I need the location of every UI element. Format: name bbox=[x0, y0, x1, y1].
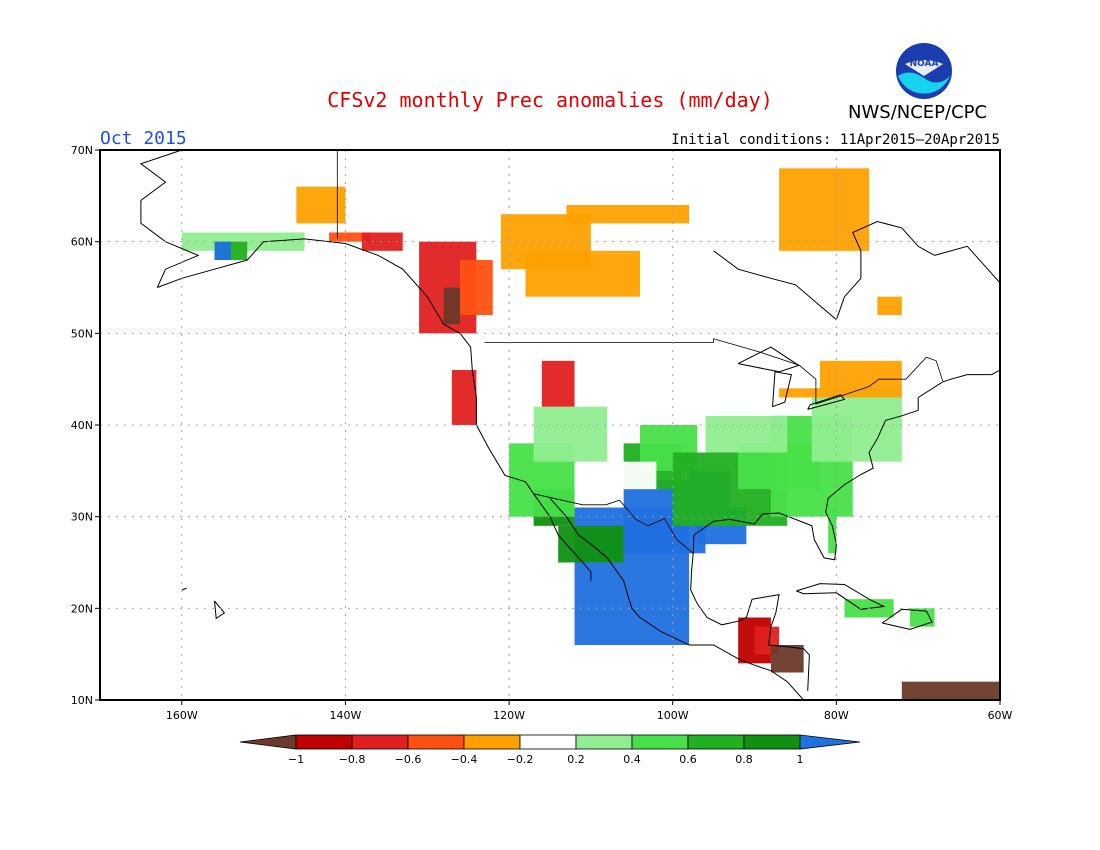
lat-label: 10N bbox=[71, 694, 93, 707]
lat-label: 60N bbox=[71, 236, 93, 249]
legend-swatch bbox=[575, 734, 633, 750]
legend-swatch bbox=[407, 734, 465, 750]
anomaly-cells bbox=[181, 168, 1000, 700]
legend-swatch bbox=[295, 734, 353, 750]
legend-arrow-low bbox=[239, 734, 297, 750]
legend-arrow-high bbox=[799, 734, 861, 750]
legend-tick-label: −0.6 bbox=[395, 753, 422, 766]
lon-label: 160W bbox=[166, 709, 198, 722]
figure-title: CFSv2 monthly Prec anomalies (mm/day) bbox=[327, 88, 773, 112]
lon-label: 60W bbox=[988, 709, 1013, 722]
color-legend: −1 −0.8 −0.6 −0.4 −0.2 0.2 0.4 0.6 0.8 1 bbox=[239, 734, 861, 766]
legend-tick-label: 0.4 bbox=[623, 753, 641, 766]
legend-swatch bbox=[743, 734, 801, 750]
lon-label: 140W bbox=[330, 709, 362, 722]
forecast-month: Oct 2015 bbox=[100, 128, 187, 149]
legend-tick-label: 0.2 bbox=[567, 753, 585, 766]
latitude-labels: 70N 60N 50N 40N 30N 20N 10N bbox=[71, 144, 100, 707]
lat-label: 40N bbox=[71, 419, 93, 432]
legend-tick-label: −0.2 bbox=[507, 753, 534, 766]
lat-lon-grid bbox=[100, 150, 1000, 700]
lat-label: 70N bbox=[71, 144, 93, 157]
lat-label: 30N bbox=[71, 511, 93, 524]
legend-swatch bbox=[519, 734, 577, 750]
logo-text: NOAA bbox=[910, 59, 939, 69]
legend-tick-label: −0.4 bbox=[451, 753, 478, 766]
legend-swatch bbox=[631, 734, 689, 750]
lat-label: 50N bbox=[71, 327, 93, 340]
lon-label: 100W bbox=[657, 709, 689, 722]
legend-swatch bbox=[687, 734, 745, 750]
legend-tick-label: −0.8 bbox=[339, 753, 366, 766]
legend-tick-label: 0.6 bbox=[679, 753, 697, 766]
legend-tick-label: −1 bbox=[288, 753, 304, 766]
lat-label: 20N bbox=[71, 602, 93, 615]
legend-swatch bbox=[351, 734, 409, 750]
agency-label: NWS/NCEP/CPC bbox=[848, 102, 988, 123]
lon-label: 120W bbox=[493, 709, 525, 722]
initial-conditions: Initial conditions: 11Apr2015–20Apr2015 bbox=[671, 132, 1000, 148]
longitude-labels: 160W 140W 120W 100W 80W 60W bbox=[166, 700, 1013, 722]
legend-swatch bbox=[463, 734, 521, 750]
legend-tick-label: 1 bbox=[797, 753, 804, 766]
legend-tick-label: 0.8 bbox=[735, 753, 753, 766]
lon-label: 80W bbox=[824, 709, 849, 722]
coastlines bbox=[139, 149, 1001, 701]
noaa-logo: NOAA bbox=[896, 43, 952, 99]
